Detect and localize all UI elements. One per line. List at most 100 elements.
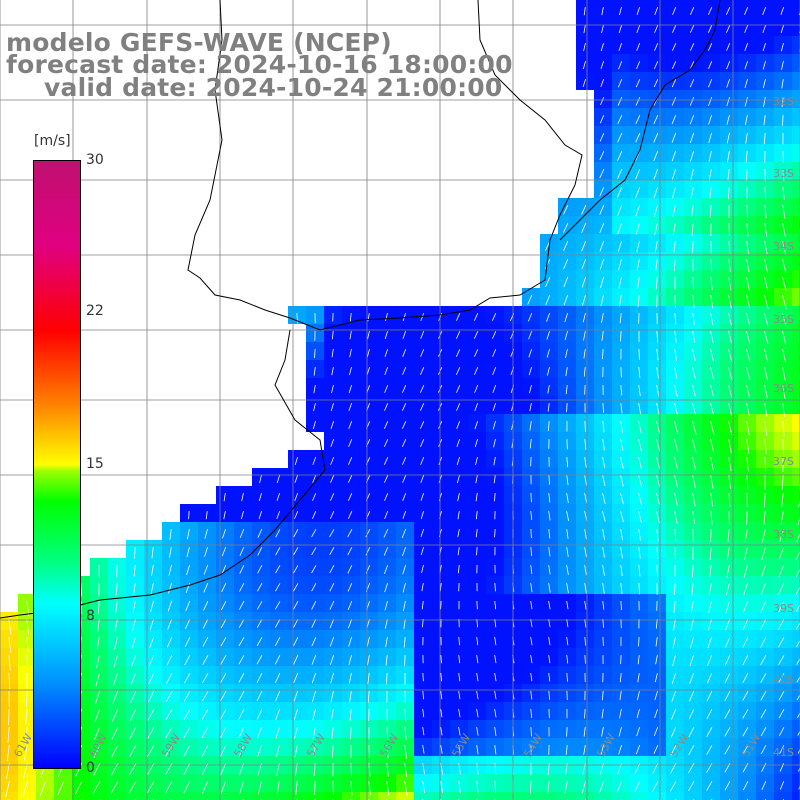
wind-arrow (671, 61, 677, 69)
wind-arrow (402, 510, 407, 520)
wind-arrow (746, 474, 749, 490)
wind-arrow (566, 672, 568, 682)
wind-arrow (690, 186, 694, 199)
wind-arrow (386, 744, 389, 759)
wind-cell (666, 792, 684, 800)
wind-cell (792, 612, 800, 630)
wind-arrow (762, 42, 767, 52)
wind-cell (396, 792, 414, 800)
lat-label: 32S (773, 95, 794, 108)
wind-arrow (384, 564, 389, 574)
wind-arrow (457, 510, 460, 520)
wind-arrow (548, 636, 551, 646)
wind-arrow (601, 24, 604, 34)
wind-arrow (311, 672, 317, 684)
wind-arrow (548, 492, 551, 503)
wind-arrow (547, 402, 550, 412)
wind-arrow (131, 636, 136, 649)
wind-arrow (618, 60, 623, 70)
wind-arrow (689, 672, 695, 684)
wind-arrow (583, 6, 586, 16)
wind-arrow (692, 348, 696, 362)
wind-arrow (440, 654, 442, 664)
wind-arrow (493, 456, 496, 466)
wind-arrow (457, 492, 460, 502)
wind-arrow (760, 673, 767, 683)
wind-arrow (474, 313, 479, 321)
wind-arrow (620, 492, 624, 505)
wind-arrow (492, 366, 497, 375)
wind-cell (792, 234, 800, 252)
wind-arrow (688, 745, 695, 756)
wind-arrow (548, 582, 551, 593)
lat-label: 34S (773, 240, 794, 253)
wind-arrow (746, 438, 750, 454)
wind-arrow (494, 672, 497, 682)
wind-arrow (653, 115, 659, 125)
wind-arrow (350, 780, 353, 796)
wind-arrow (257, 780, 262, 795)
wind-arrow (494, 600, 497, 610)
wind-cell (792, 288, 800, 306)
wind-arrow (546, 330, 551, 340)
wind-arrow (548, 528, 551, 539)
wind-arrow (582, 78, 587, 88)
wind-arrow (620, 582, 623, 595)
wind-cell (792, 720, 800, 738)
wind-arrow (744, 60, 749, 70)
wind-arrow (403, 600, 406, 611)
wind-arrow (257, 583, 263, 592)
wind-arrow (601, 330, 604, 342)
wind-arrow (653, 186, 659, 199)
wind-arrow (184, 637, 191, 648)
wind-arrow (419, 403, 425, 411)
wind-arrow (638, 366, 641, 378)
wind-arrow (688, 727, 695, 738)
wind-arrow (165, 781, 173, 794)
wind-arrow (620, 402, 623, 414)
wind-cell (720, 792, 738, 800)
wind-arrow (742, 691, 749, 701)
wind-arrow (653, 168, 659, 180)
wind-arrow (600, 60, 605, 70)
wind-arrow (616, 781, 623, 793)
wind-cell (792, 72, 800, 90)
wind-arrow (728, 294, 732, 309)
wind-arrow (494, 492, 496, 502)
wind-arrow (728, 384, 733, 398)
wind-arrow (726, 564, 730, 578)
wind-arrow (636, 690, 640, 701)
wind-arrow (276, 474, 280, 484)
wind-arrow (656, 546, 659, 560)
wind-cell (648, 792, 666, 800)
wind-arrow (275, 691, 281, 702)
wind-arrow (475, 492, 478, 502)
wind-arrow (602, 402, 604, 414)
wind-arrow (602, 474, 606, 487)
wind-arrow (760, 619, 767, 631)
wind-arrow (458, 744, 461, 755)
wind-arrow (692, 456, 697, 471)
wind-arrow (404, 708, 407, 722)
wind-arrow (688, 781, 695, 792)
wind-cell (684, 792, 702, 800)
wind-arrow (75, 781, 83, 795)
wind-arrow (798, 498, 800, 508)
wind-arrow (110, 781, 119, 794)
wind-arrow (726, 114, 730, 125)
wind-arrow (220, 780, 227, 794)
wind-cell (486, 792, 504, 800)
wind-arrow (710, 456, 714, 471)
wind-arrow (476, 546, 478, 556)
wind-arrow (422, 744, 425, 754)
wind-arrow (638, 564, 641, 577)
wind-arrow (602, 618, 605, 628)
wind-arrow (726, 60, 731, 70)
wind-arrow (293, 619, 299, 628)
wind-arrow (617, 187, 623, 198)
wind-arrow (169, 528, 172, 540)
wind-arrow (223, 492, 226, 502)
wind-arrow (638, 474, 643, 487)
wind-arrow (690, 61, 695, 69)
